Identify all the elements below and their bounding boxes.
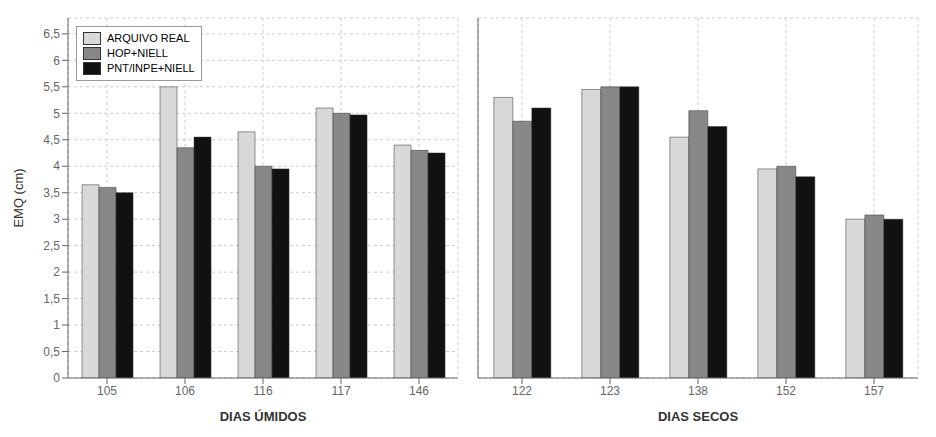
svg-text:0: 0 — [53, 371, 60, 385]
html-text:ARQUIVO REAL: ARQUIVO REAL — [107, 32, 190, 44]
svg-text:DIAS ÚMIDOS: DIAS ÚMIDOS — [220, 409, 307, 423]
svg-text:105: 105 — [97, 384, 117, 398]
svg-text:3: 3 — [53, 212, 60, 226]
svg-text:4,5: 4,5 — [43, 133, 60, 147]
html-text:HOP+NIELL: HOP+NIELL — [107, 47, 168, 59]
svg-text:EMQ (cm): EMQ (cm) — [11, 168, 26, 227]
svg-text:116: 116 — [253, 384, 272, 398]
svg-text:117: 117 — [331, 384, 350, 398]
svg-text:0,5: 0,5 — [43, 345, 60, 359]
svg-text:1,5: 1,5 — [43, 292, 60, 306]
svg-text:106: 106 — [175, 384, 195, 398]
svg-text:5: 5 — [53, 107, 60, 121]
svg-text:6,5: 6,5 — [43, 27, 60, 41]
svg-text:2: 2 — [53, 265, 60, 279]
svg-text:122: 122 — [512, 384, 532, 398]
html-text:PNT/INPE+NIELL: PNT/INPE+NIELL — [107, 62, 195, 74]
svg-text:146: 146 — [409, 384, 429, 398]
svg-text:1: 1 — [53, 318, 60, 332]
svg-text:4: 4 — [53, 159, 60, 173]
svg-text:DIAS SECOS: DIAS SECOS — [658, 409, 739, 423]
svg-text:5,5: 5,5 — [43, 80, 60, 94]
svg-text:3,5: 3,5 — [43, 186, 60, 200]
svg-text:138: 138 — [688, 384, 708, 398]
svg-text:123: 123 — [600, 384, 620, 398]
svg-text:157: 157 — [864, 384, 884, 398]
svg-text:2,5: 2,5 — [43, 239, 60, 253]
svg-text:6: 6 — [53, 54, 60, 68]
svg-text:152: 152 — [776, 384, 796, 398]
